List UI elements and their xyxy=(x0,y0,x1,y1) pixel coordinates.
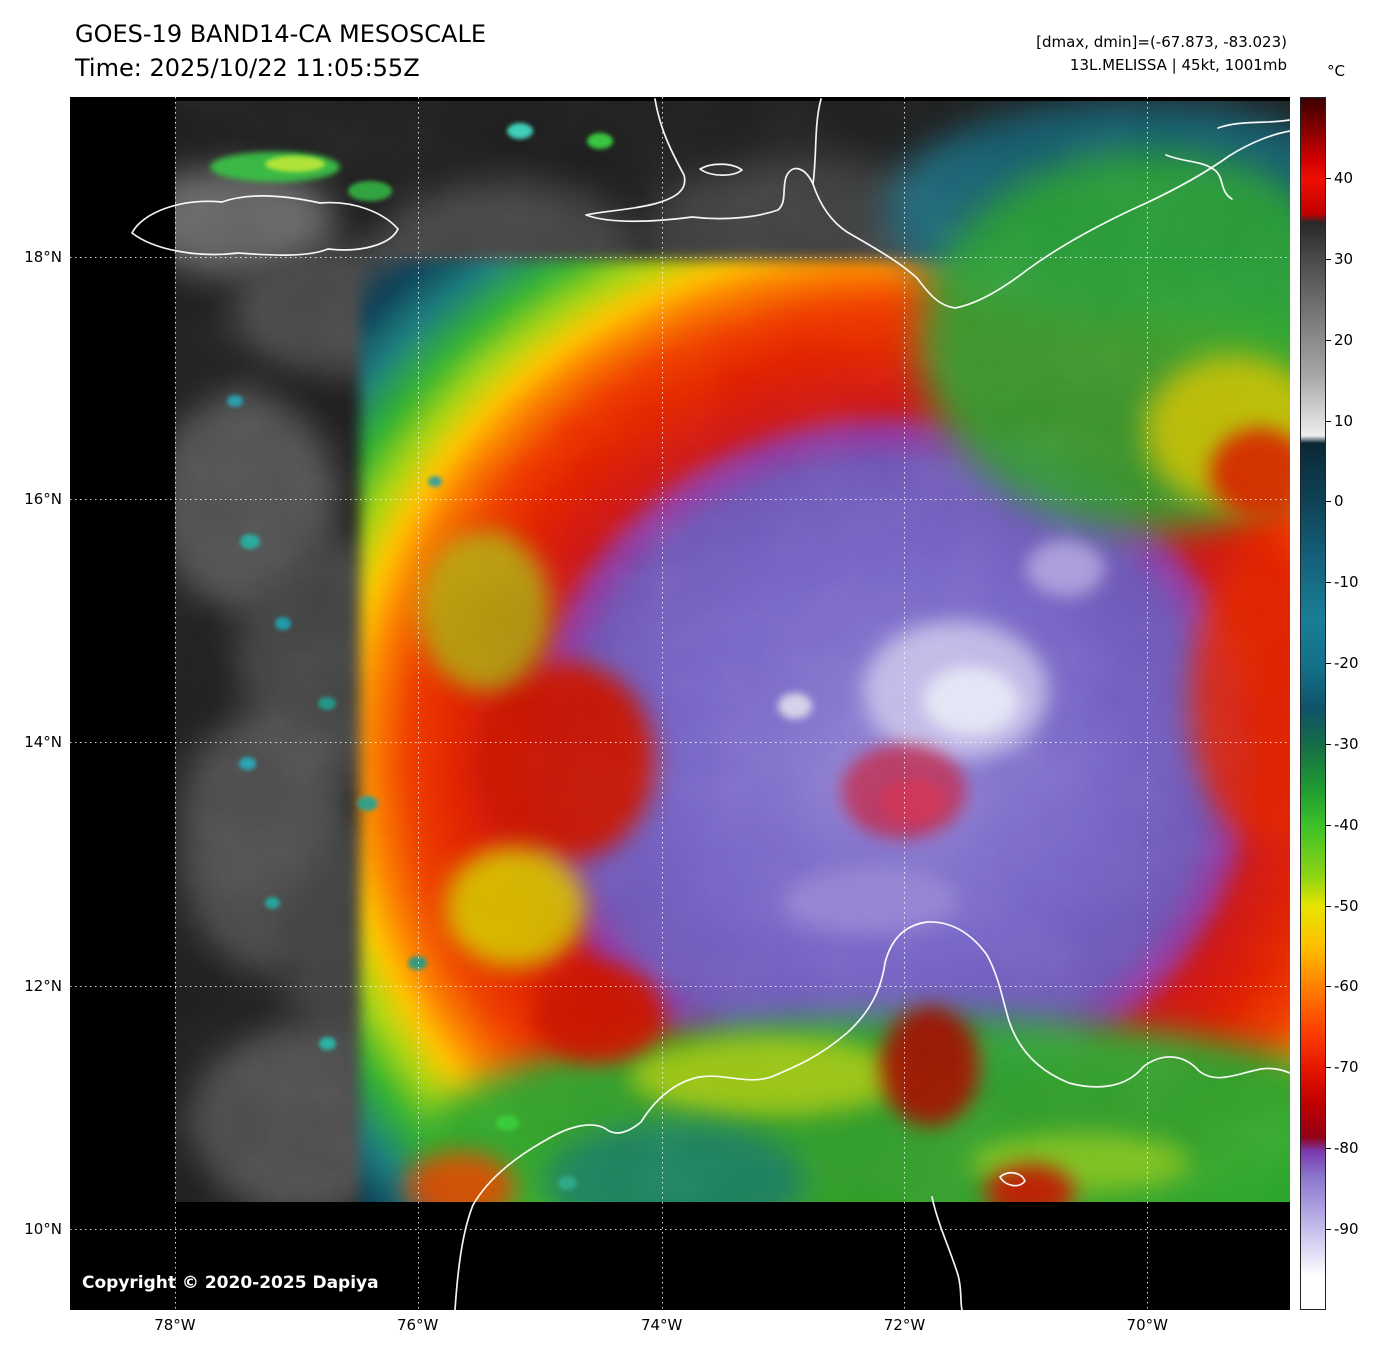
colorbar-tick-label: 40 xyxy=(1334,168,1354,187)
colorbar-tick-mark xyxy=(1326,421,1331,422)
colorbar-unit-label: °C xyxy=(1327,62,1345,80)
coast-cuba-2 xyxy=(1165,154,1233,200)
colorbar-tick-mark xyxy=(1326,582,1331,583)
latlon-grid xyxy=(70,97,1290,1310)
grid-line-lat xyxy=(70,499,1290,500)
plot-area: Copyright © 2020-2025 Dapiya xyxy=(70,97,1290,1310)
colorbar-tick-mark xyxy=(1326,906,1331,907)
coast-gonave-island xyxy=(699,163,743,176)
dmax-dmin-readout: [dmax, dmin]=(-67.873, -83.023) xyxy=(1036,33,1287,51)
colorbar-tick-label: 20 xyxy=(1334,330,1354,349)
lon-tick-label: 72°W xyxy=(883,1316,926,1334)
colorbar-tick-mark xyxy=(1326,1148,1331,1149)
copyright-text: Copyright © 2020-2025 Dapiya xyxy=(82,1273,379,1293)
colorbar-tick-mark xyxy=(1326,340,1331,341)
colorbar-tick-mark xyxy=(1326,1067,1331,1068)
lat-tick-label: 10°N xyxy=(24,1219,62,1238)
grid-line-lat xyxy=(70,986,1290,987)
colorbar-tick-mark xyxy=(1326,501,1331,502)
colorbar-tick-label: -70 xyxy=(1334,1058,1359,1077)
lat-tick-label: 16°N xyxy=(24,489,62,508)
grid-line-lat xyxy=(70,257,1290,258)
lon-tick-label: 74°W xyxy=(640,1316,683,1334)
coast-cuba-1 xyxy=(1217,119,1290,129)
coast-hispaniola xyxy=(585,98,1290,309)
colorbar-tick-label: -80 xyxy=(1334,1139,1359,1158)
coast-maracaibo xyxy=(931,1196,963,1310)
lon-tick-label: 70°W xyxy=(1126,1316,1168,1334)
lat-tick-label: 12°N xyxy=(24,977,62,996)
colorbar-tick-mark xyxy=(1326,178,1331,179)
colorbar-tick-mark xyxy=(1326,825,1331,826)
colorbar xyxy=(1300,97,1326,1310)
colorbar-tick-mark xyxy=(1326,663,1331,664)
grid-line-lon xyxy=(175,97,176,1310)
figure-timestamp: Time: 2025/10/22 11:05:55Z xyxy=(75,54,420,82)
colorbar-tick-label: -20 xyxy=(1334,654,1359,673)
colorbar-tick-label: -40 xyxy=(1334,815,1359,834)
colorbar-tick-label: 30 xyxy=(1334,249,1354,268)
lon-tick-label: 76°W xyxy=(396,1316,439,1334)
coast-hispaniola-north xyxy=(812,98,822,185)
colorbar-tick-mark xyxy=(1326,1229,1331,1230)
colorbar-tick-label: -30 xyxy=(1334,734,1359,753)
grid-line-lon xyxy=(662,97,663,1310)
lat-tick-label: 14°N xyxy=(24,733,62,752)
colorbar-tick-label: -10 xyxy=(1334,573,1359,592)
colorbar-tick-mark xyxy=(1326,744,1331,745)
colorbar-tick-label: -60 xyxy=(1334,977,1359,996)
colorbar-tick-label: -90 xyxy=(1334,1220,1359,1239)
grid-line-lon xyxy=(1147,97,1148,1310)
satellite-imagery xyxy=(175,101,1290,1202)
grid-line-lon xyxy=(904,97,905,1310)
colorbar-tick-label: 10 xyxy=(1334,411,1354,430)
coast-small-lake xyxy=(999,1171,1026,1187)
figure-title: GOES-19 BAND14-CA MESOSCALE xyxy=(75,20,486,48)
coast-jamaica xyxy=(131,195,399,256)
colorbar-tick-mark xyxy=(1326,986,1331,987)
grid-line-lat xyxy=(70,1229,1290,1230)
colorbar-tick-mark xyxy=(1326,259,1331,260)
grid-line-lat xyxy=(70,742,1290,743)
colorbar-tick-label: -50 xyxy=(1334,896,1359,915)
lon-tick-label: 78°W xyxy=(154,1316,196,1334)
storm-identity-readout: 13L.MELISSA | 45kt, 1001mb xyxy=(1069,56,1287,74)
lat-tick-label: 18°N xyxy=(24,248,62,267)
colorbar-tick-label: 0 xyxy=(1334,492,1344,511)
grain-texture xyxy=(175,101,1290,1202)
grid-line-lon xyxy=(418,97,419,1310)
